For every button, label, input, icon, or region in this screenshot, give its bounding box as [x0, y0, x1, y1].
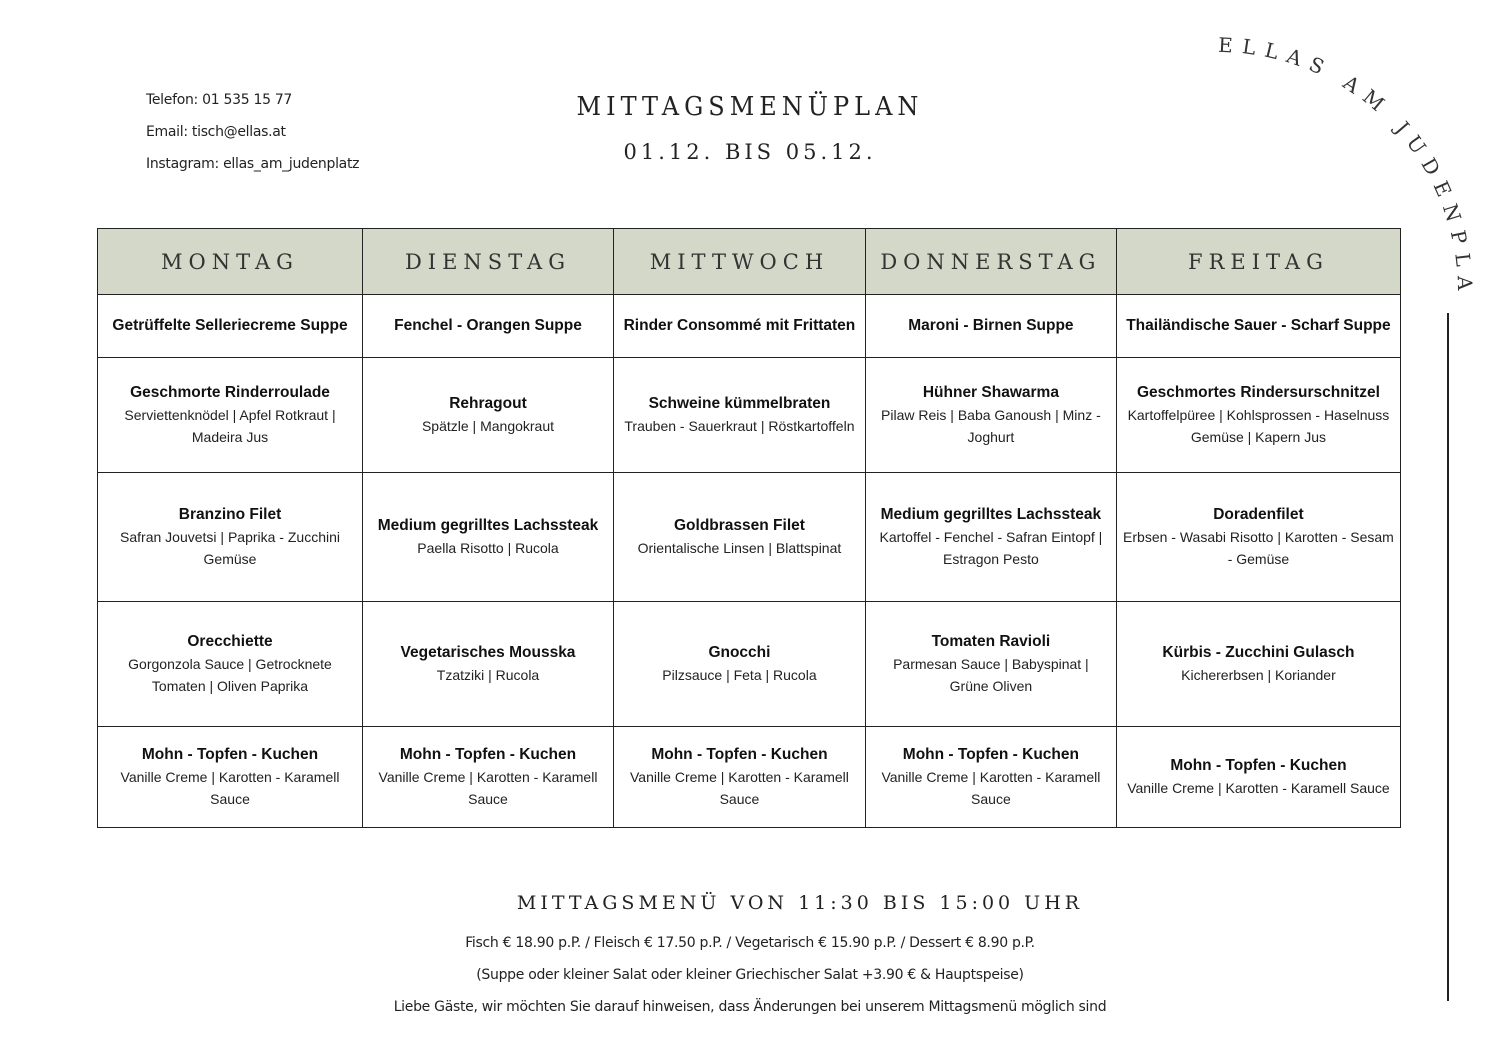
dish-sides: Serviettenknödel | Apfel Rotkraut | Made… [124, 407, 336, 445]
contact-instagram: Instagram: ellas_am_judenplatz [146, 156, 360, 172]
menu-cell: Hühner Shawarma Pilaw Reis | Baba Ganoush… [864, 357, 1117, 473]
dish-sides: Vanille Creme | Karotten - Karamell Sauc… [629, 769, 849, 807]
day-header-dienstag: DIENSTAG [362, 228, 614, 295]
dish-sides: Erbsen - Wasabi Risotto | Karotten - Ses… [1123, 529, 1394, 567]
date-range: 01.12. BIS 05.12. [623, 140, 877, 164]
dish-title: Geschmorte Rinderroulade [130, 384, 330, 401]
dish-title: Geschmortes Rindersurschnitzel [1136, 384, 1380, 401]
day-header-donnerstag: DONNERSTAG [864, 228, 1117, 295]
dish-sides: Vanille Creme | Karotten - Karamell Sauc… [120, 769, 340, 807]
dish-title: Schweine kümmelbraten [648, 395, 831, 412]
dish-title: Thailändische Sauer - Scharf Suppe [1126, 317, 1391, 334]
day-header-mittwoch: MITTWOCH [612, 228, 866, 295]
course-row: Mohn - Topfen - Kuchen Vanille Creme | Ka… [96, 726, 1402, 828]
dish-sides: Safran Jouvetsi | Paprika - Zucchini Gem… [120, 529, 340, 567]
page-title: MITTAGSMENÜPLAN [576, 90, 924, 122]
contact-email: Email: tisch@ellas.at [146, 124, 286, 140]
day-header-freitag: FREITAG [1115, 228, 1402, 295]
menu-cell: Maroni - Birnen Suppe [864, 294, 1117, 358]
dish-title: Medium gegrilltes Lachssteak [880, 506, 1102, 523]
dish-title: Rehragout [449, 395, 527, 412]
dish-title: Vegetarisches Mousska [400, 644, 576, 661]
menu-cell: Goldbrassen Filet Orientalische Linsen | … [612, 472, 866, 602]
course-row: Orecchiette Gorgonzola Sauce | Getrocknet… [96, 601, 1402, 727]
dish-sides: Paella Risotto | Rucola [417, 540, 559, 556]
menu-cell: Mohn - Topfen - Kuchen Vanille Creme | Ka… [864, 726, 1117, 828]
dish-sides: Kartoffel - Fenchel - Safran Eintopf | E… [879, 529, 1103, 567]
day-header-row: MONTAG DIENSTAG MITTWOCH DONNERSTAG FREITAG [96, 228, 1402, 295]
menu-cell: Fenchel - Orangen Suppe [362, 294, 614, 358]
menu-cell: Mohn - Topfen - Kuchen Vanille Creme | Ka… [1115, 726, 1402, 828]
dish-title: Orecchiette [187, 633, 273, 650]
menu-cell: Schweine kümmelbraten Trauben - Sauerkrau… [612, 357, 866, 473]
menu-cell: Tomaten Ravioli Parmesan Sauce | Babyspin… [864, 601, 1117, 727]
day-header-montag: MONTAG [96, 228, 364, 295]
menu-cell: Getrüffelte Selleriecreme Suppe [96, 294, 364, 358]
menu-cell: Branzino Filet Safran Jouvetsi | Paprika … [96, 472, 364, 602]
menu-cell: Doradenfilet Erbsen - Wasabi Risotto | Ka… [1115, 472, 1402, 602]
disclaimer: Liebe Gäste, wir möchten Sie darauf hinw… [393, 999, 1107, 1015]
menu-cell: Thailändische Sauer - Scharf Suppe [1115, 294, 1402, 358]
dish-title: Mohn - Topfen - Kuchen [902, 746, 1079, 763]
course-row: Branzino Filet Safran Jouvetsi | Paprika … [96, 472, 1402, 602]
menu-cell: Rinder Consommé mit Frittaten [612, 294, 866, 358]
dish-title: Fenchel - Orangen Suppe [394, 317, 582, 334]
menu-cell: Mohn - Topfen - Kuchen Vanille Creme | Ka… [612, 726, 866, 828]
dish-title: Mohn - Topfen - Kuchen [1170, 757, 1347, 774]
course-row: Geschmorte Rinderroulade Serviettenknödel… [96, 357, 1402, 473]
menu-cell: Geschmortes Rindersurschnitzel Kartoffelp… [1115, 357, 1402, 473]
menu-cell: Rehragout Spätzle | Mangokraut [362, 357, 614, 473]
dish-title: Mohn - Topfen - Kuchen [651, 746, 828, 763]
soup-note: (Suppe oder kleiner Salat oder kleiner G… [476, 967, 1024, 983]
dish-title: Rinder Consommé mit Frittaten [623, 317, 856, 334]
menu-cell: Vegetarisches Mousska Tzatziki | Rucola [362, 601, 614, 727]
dish-title: Mohn - Topfen - Kuchen [399, 746, 577, 763]
menu-cell: Orecchiette Gorgonzola Sauce | Getrocknet… [96, 601, 364, 727]
dish-title: Medium gegrilltes Lachssteak [377, 517, 599, 534]
menu-cell: Mohn - Topfen - Kuchen Vanille Creme | Ka… [96, 726, 364, 828]
menu-cell: Gnocchi Pilzsauce | Feta | Rucola [612, 601, 866, 727]
dish-sides: Orientalische Linsen | Blattspinat [637, 540, 842, 556]
dish-title: Mohn - Topfen - Kuchen [141, 746, 319, 763]
dish-sides: Spätzle | Mangokraut [421, 418, 555, 434]
dish-sides: Vanille Creme | Karotten - Karamell Sauc… [1127, 780, 1390, 796]
prices: Fisch € 18.90 p.P. / Fleisch € 17.50 p.P… [465, 935, 1035, 951]
menu-cell: Kürbis - Zucchini Gulasch Kichererbsen | … [1115, 601, 1402, 727]
dish-sides: Tzatziki | Rucola [436, 667, 540, 683]
dish-sides: Vanille Creme | Karotten - Karamell Sauc… [881, 769, 1101, 807]
dish-title: Maroni - Birnen Suppe [908, 317, 1074, 334]
menu-cell: Medium gegrilltes Lachssteak Kartoffel - … [864, 472, 1117, 602]
dish-sides: Pilzsauce | Feta | Rucola [662, 667, 817, 683]
dish-title: Kürbis - Zucchini Gulasch [1162, 644, 1355, 661]
menu-table: MONTAG DIENSTAG MITTWOCH DONNERSTAG FREITAG … [96, 228, 1402, 828]
dish-sides: Vanille Creme | Karotten - Karamell Sauc… [378, 769, 598, 807]
contact-phone: Telefon: 01 535 15 77 [146, 92, 293, 108]
dish-sides: Kichererbsen | Koriander [1181, 667, 1336, 683]
dish-sides: Gorgonzola Sauce | Getrocknete Tomaten |… [128, 656, 332, 694]
dish-title: Tomaten Ravioli [931, 633, 1051, 650]
menu-cell: Geschmorte Rinderroulade Serviettenknödel… [96, 357, 364, 473]
course-row: Getrüffelte Selleriecreme Suppe Fenchel -… [96, 294, 1402, 358]
decorative-divider [1447, 313, 1449, 1001]
dish-title: Branzino Filet [178, 506, 282, 523]
dish-title: Gnocchi [708, 644, 771, 661]
dish-sides: Pilaw Reis | Baba Ganoush | Minz - Joghu… [881, 407, 1101, 445]
dish-sides: Parmesan Sauce | Babyspinat | Grüne Oliv… [893, 656, 1089, 694]
dish-sides: Trauben - Sauerkraut | Röstkartoffeln [624, 418, 855, 434]
dish-title: Goldbrassen Filet [673, 517, 805, 534]
menu-cell: Mohn - Topfen - Kuchen Vanille Creme | Ka… [362, 726, 614, 828]
dish-title: Hühner Shawarma [922, 384, 1059, 401]
dish-title: Getrüffelte Selleriecreme Suppe [112, 317, 348, 334]
menu-cell: Medium gegrilltes Lachssteak Paella Risot… [362, 472, 614, 602]
lunch-hours: MITTAGSMENÜ VON 11:30 BIS 15:00 UHR [516, 892, 1084, 914]
dish-sides: Kartoffelpüree | Kohlsprossen - Haselnus… [1127, 407, 1390, 445]
dish-title: Doradenfilet [1213, 506, 1304, 523]
